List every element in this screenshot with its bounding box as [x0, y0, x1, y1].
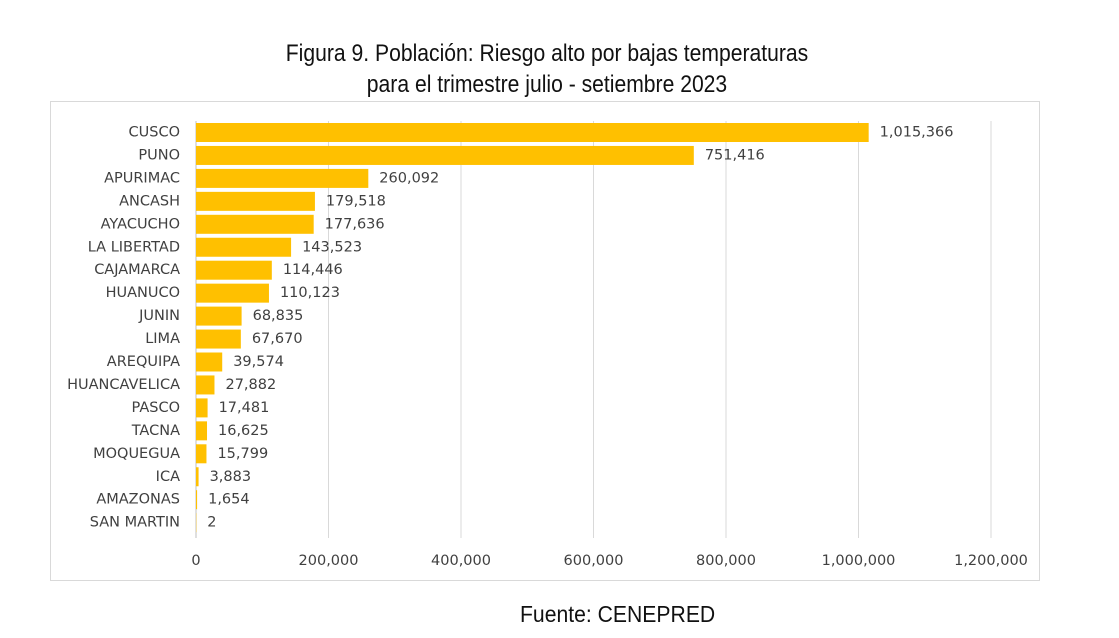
category-label: MOQUEGUA	[93, 446, 180, 462]
bar	[196, 191, 315, 211]
category-label: HUANCAVELICA	[67, 377, 180, 393]
chart-title-line-2: para el trimestre julio - setiembre 2023	[366, 71, 728, 98]
x-tick-label: 600,000	[564, 553, 624, 569]
data-label: 17,481	[219, 400, 270, 416]
chart-title-line-1: Figura 9. Población: Riesgo alto por baj…	[285, 40, 809, 67]
bar	[196, 490, 198, 510]
data-label: 2	[207, 515, 216, 531]
source-note: Fuente: CENEPRED	[520, 601, 716, 627]
bar	[196, 214, 314, 234]
category-label: TACNA	[131, 423, 180, 439]
category-label: LIMA	[145, 331, 180, 347]
data-label: 27,882	[225, 377, 276, 393]
category-label: ICA	[156, 469, 180, 485]
x-tick-label: 0	[191, 553, 200, 569]
bar	[196, 467, 199, 487]
data-label: 39,574	[233, 354, 284, 370]
bar	[196, 237, 292, 257]
data-label: 1,015,366	[880, 125, 954, 141]
category-label: PASCO	[132, 400, 180, 416]
data-label: 3,883	[210, 469, 252, 485]
category-label: AYACUCHO	[101, 216, 180, 232]
data-label: 1,654	[208, 492, 250, 508]
bar	[196, 283, 269, 303]
data-label: 751,416	[705, 147, 765, 163]
category-label: PUNO	[138, 147, 180, 163]
data-label: 177,636	[325, 216, 385, 232]
x-tick-label: 1,200,000	[954, 553, 1028, 569]
data-label: 16,625	[218, 423, 269, 439]
category-label: CUSCO	[129, 125, 180, 141]
category-label: HUANUCO	[106, 285, 180, 301]
x-tick-label: 800,000	[696, 553, 756, 569]
category-label: APURIMAC	[104, 170, 180, 186]
category-label: SAN MARTIN	[90, 515, 180, 531]
chart-title: Figura 9. Población: Riesgo alto por baj…	[66, 38, 1029, 100]
category-label: AMAZONAS	[96, 492, 180, 508]
bar	[196, 260, 272, 280]
bar	[196, 398, 208, 418]
data-label: 15,799	[217, 446, 268, 462]
bar	[196, 444, 207, 464]
category-label: ANCASH	[119, 193, 180, 209]
x-tick-label: 400,000	[431, 553, 491, 569]
data-label: 179,518	[326, 193, 386, 209]
x-tick-label: 1,000,000	[822, 553, 896, 569]
category-label: JUNIN	[138, 308, 180, 324]
category-label: AREQUIPA	[107, 354, 180, 370]
data-label: 110,123	[280, 285, 340, 301]
bar	[196, 375, 215, 395]
data-label: 67,670	[252, 331, 303, 347]
data-label: 260,092	[379, 170, 439, 186]
bar	[196, 123, 869, 142]
bar	[196, 168, 369, 188]
data-label: 114,446	[283, 262, 343, 278]
bar	[196, 306, 242, 326]
category-label: CAJAMARCA	[94, 262, 180, 278]
bar	[196, 329, 241, 349]
x-tick-label: 200,000	[299, 553, 359, 569]
bar	[196, 145, 694, 165]
bar	[196, 421, 208, 441]
data-label: 143,523	[302, 239, 362, 255]
bar	[196, 352, 223, 372]
chart-frame	[50, 101, 1040, 581]
data-label: 68,835	[253, 308, 304, 324]
category-label: LA LIBERTAD	[88, 239, 180, 255]
